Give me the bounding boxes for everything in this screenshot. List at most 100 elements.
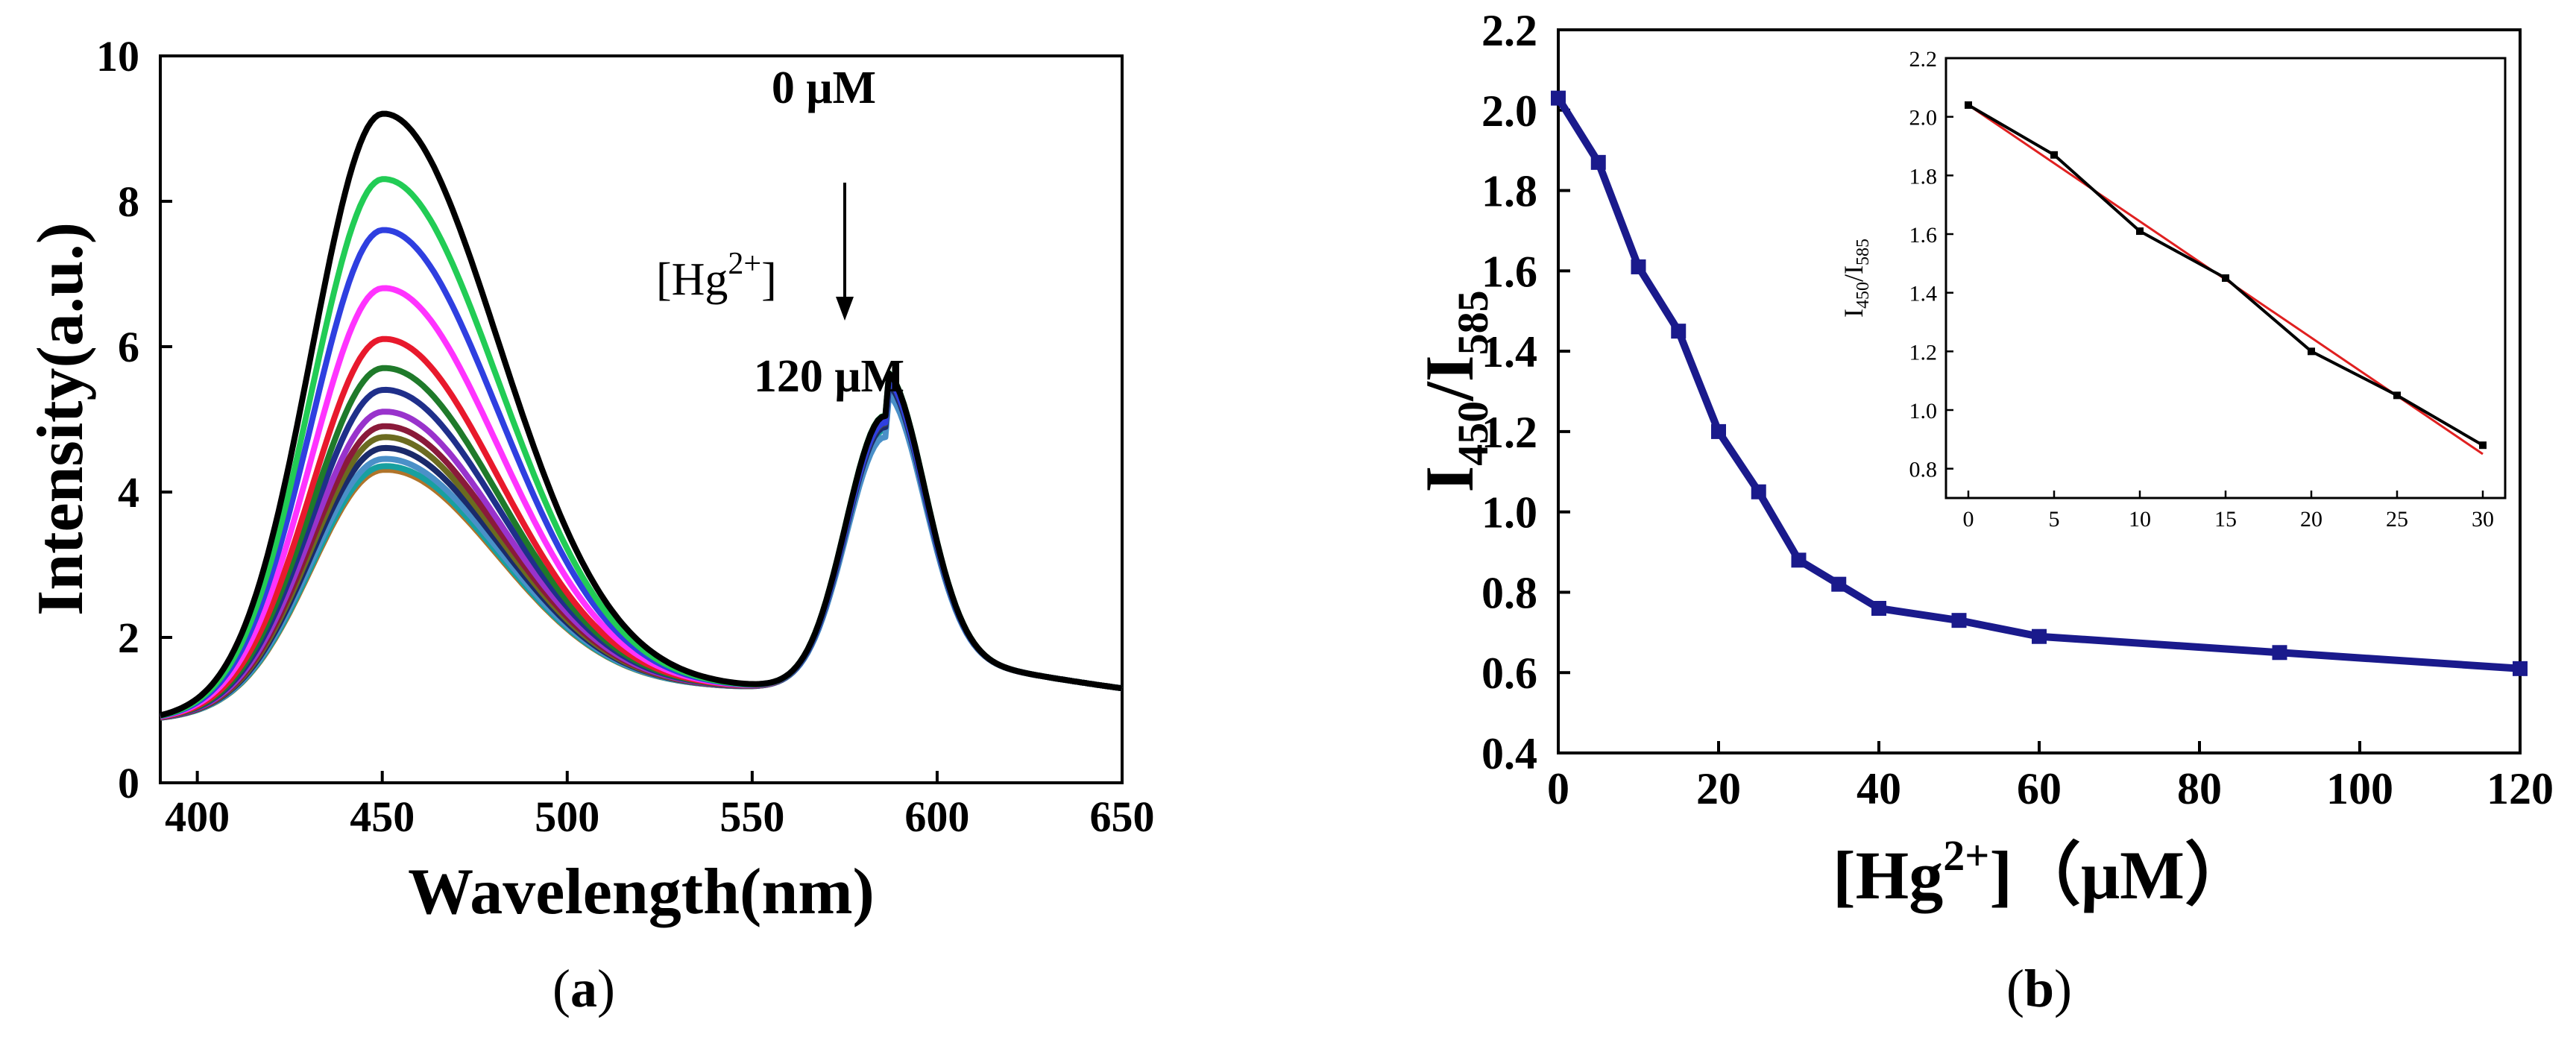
a-ytick-label-4: 8 xyxy=(118,177,139,226)
inset-ytick-label-1: 1.0 xyxy=(1909,399,1938,423)
inset-xtick-label-5: 25 xyxy=(2386,507,2408,532)
a-ytick-label-0: 0 xyxy=(118,759,139,807)
a-annotation-start: 0 μM xyxy=(772,63,876,113)
inset-series-group xyxy=(1965,101,2487,456)
a-annotation-end: 120 μM xyxy=(754,351,904,402)
b-xtick-label-6: 120 xyxy=(2487,764,2554,813)
a-xtick-label-2: 500 xyxy=(535,792,599,841)
a-series-group xyxy=(160,110,1123,721)
b-point-5 xyxy=(1751,484,1766,499)
a-xtick-label-0: 400 xyxy=(165,792,230,841)
inset-ylabel: I450/I585 xyxy=(1839,239,1873,318)
inset-ytick-label-6: 2.0 xyxy=(1909,106,1938,130)
b-ytick-label-7: 1.8 xyxy=(1481,167,1537,216)
b-ytick-label-1: 0.6 xyxy=(1481,649,1537,698)
plot-frame-a xyxy=(159,54,1124,784)
inset-xtick-label-2: 10 xyxy=(2129,507,2151,532)
panel-b-open: ( xyxy=(2006,959,2024,1018)
panel-b-close: ) xyxy=(2054,959,2072,1018)
a-ytick-label-1: 2 xyxy=(118,614,139,662)
inset-ticks-group: 0 5 10 15 20 25 30 0.8 1.0 1.2 1.4 1.6 1.8 2.0 2.2 xyxy=(1909,47,2495,532)
panel-a-open: ( xyxy=(552,959,570,1018)
a-xtick-label-3: 550 xyxy=(719,792,784,841)
inset-point-0 xyxy=(1965,101,1972,109)
b-xlabel-sup: 2+ xyxy=(1943,831,1989,880)
b-ticks-group: 0 20 40 60 80 100 1200.40.60.81.01.21.41.61.82… xyxy=(1481,6,2554,813)
b-point-8 xyxy=(1871,601,1886,616)
b-xtick-label-2: 40 xyxy=(1857,764,1901,813)
b-point-4 xyxy=(1711,423,1726,439)
a-ylabel: Intensity(a.u.) xyxy=(25,222,97,616)
inset-ytick-label-3: 1.4 xyxy=(1909,282,1938,306)
inset-xtick-label-3: 15 xyxy=(2214,507,2237,532)
inset-ylabel-sub2: 585 xyxy=(1854,239,1873,265)
b-point-6 xyxy=(1791,552,1807,568)
b-xlabel-open: [Hg xyxy=(1833,837,1943,913)
a-series-line-0 xyxy=(160,110,1123,719)
a-species-open: [Hg xyxy=(656,254,728,305)
a-annotation-arrowhead xyxy=(836,297,854,321)
a-species-sup: 2+ xyxy=(728,247,761,281)
a-ytick-label-3: 6 xyxy=(118,323,139,371)
b-ytick-label-3: 1.0 xyxy=(1481,488,1537,538)
a-xtick-label-1: 450 xyxy=(350,792,415,841)
panel-label-a: (a) xyxy=(552,959,615,1018)
b-ytick-label-8: 2.0 xyxy=(1481,86,1537,136)
b-point-1 xyxy=(1590,154,1606,170)
panel-a-letter: a xyxy=(570,959,597,1018)
a-xtick-label-5: 650 xyxy=(1090,792,1155,841)
chart-b: 0 20 40 60 80 100 1200.40.60.81.01.21.41.61.82… xyxy=(1411,6,2554,1018)
inset-xtick-label-0: 0 xyxy=(1963,507,1974,532)
inset-xtick-label-1: 5 xyxy=(2049,507,2060,532)
b-ylabel-sub1: 450 xyxy=(1449,401,1497,466)
b-ytick-label-2: 0.8 xyxy=(1481,568,1537,617)
b-inset-chart: 0 5 10 15 20 25 30 0.8 1.0 1.2 1.4 1.6 1.8 2.0 2.2 I45… xyxy=(1839,47,2507,532)
a-xtick-label-4: 600 xyxy=(904,792,969,841)
a-xlabel: Wavelength(nm) xyxy=(408,856,875,928)
panel-label-b: (b) xyxy=(2006,959,2072,1018)
inset-xtick-label-4: 20 xyxy=(2300,507,2323,532)
inset-ytick-label-7: 2.2 xyxy=(1909,47,1938,72)
b-ylabel-i1: I xyxy=(1411,466,1487,493)
b-point-9 xyxy=(1951,613,1967,628)
b-point-11 xyxy=(2272,645,2287,661)
b-ytick-label-5: 1.4 xyxy=(1481,327,1537,376)
b-xtick-label-3: 60 xyxy=(2017,764,2062,813)
chart-a: 400 450 500 550 600 650 0 2 4 6 8 10 0 μM [Hg2+] 12… xyxy=(25,32,1155,1018)
inset-point-6 xyxy=(2479,441,2487,450)
b-xtick-label-1: 20 xyxy=(1696,764,1741,813)
b-xtick-label-4: 80 xyxy=(2177,764,2222,813)
b-xtick-label-0: 0 xyxy=(1547,764,1569,813)
inset-ytick-label-4: 1.6 xyxy=(1909,223,1938,248)
inset-ylabel-slash: /I xyxy=(1839,265,1868,282)
b-xtick-label-5: 100 xyxy=(2326,764,2393,813)
inset-ytick-label-2: 1.2 xyxy=(1909,340,1938,365)
inset-point-4 xyxy=(2308,347,2315,356)
b-ylabel: I450/I585 xyxy=(1411,290,1497,492)
a-annotation-species: [Hg2+] xyxy=(656,247,777,305)
b-ytick-label-0: 0.4 xyxy=(1481,729,1537,778)
b-point-10 xyxy=(2032,628,2047,644)
b-xlabel-close: ]（μM） xyxy=(1989,837,2253,913)
a-ytick-label-5: 10 xyxy=(96,32,139,81)
panel-b-letter: b xyxy=(2024,959,2054,1018)
inset-ylabel-i1: I xyxy=(1839,309,1868,318)
inset-xtick-label-6: 30 xyxy=(2472,507,2494,532)
inset-point-3 xyxy=(2222,274,2229,282)
b-point-2 xyxy=(1631,259,1646,274)
b-series-group xyxy=(1551,90,2528,676)
b-ylabel-slash: /I xyxy=(1411,355,1487,401)
inset-ylabel-sub1: 450 xyxy=(1854,282,1873,309)
a-ticks-group: 400 450 500 550 600 650 0 2 4 6 8 10 xyxy=(96,32,1155,841)
b-ytick-label-6: 1.6 xyxy=(1481,247,1537,296)
a-ytick-label-2: 4 xyxy=(118,468,139,517)
inset-point-2 xyxy=(2136,227,2144,236)
b-point-3 xyxy=(1671,324,1687,339)
b-ytick-label-4: 1.2 xyxy=(1481,408,1537,457)
b-ytick-label-9: 2.2 xyxy=(1481,6,1537,55)
a-species-close: ] xyxy=(761,254,777,305)
b-ylabel-sub2: 585 xyxy=(1449,290,1497,355)
inset-point-5 xyxy=(2393,391,2401,400)
inset-point-1 xyxy=(2050,151,2058,159)
